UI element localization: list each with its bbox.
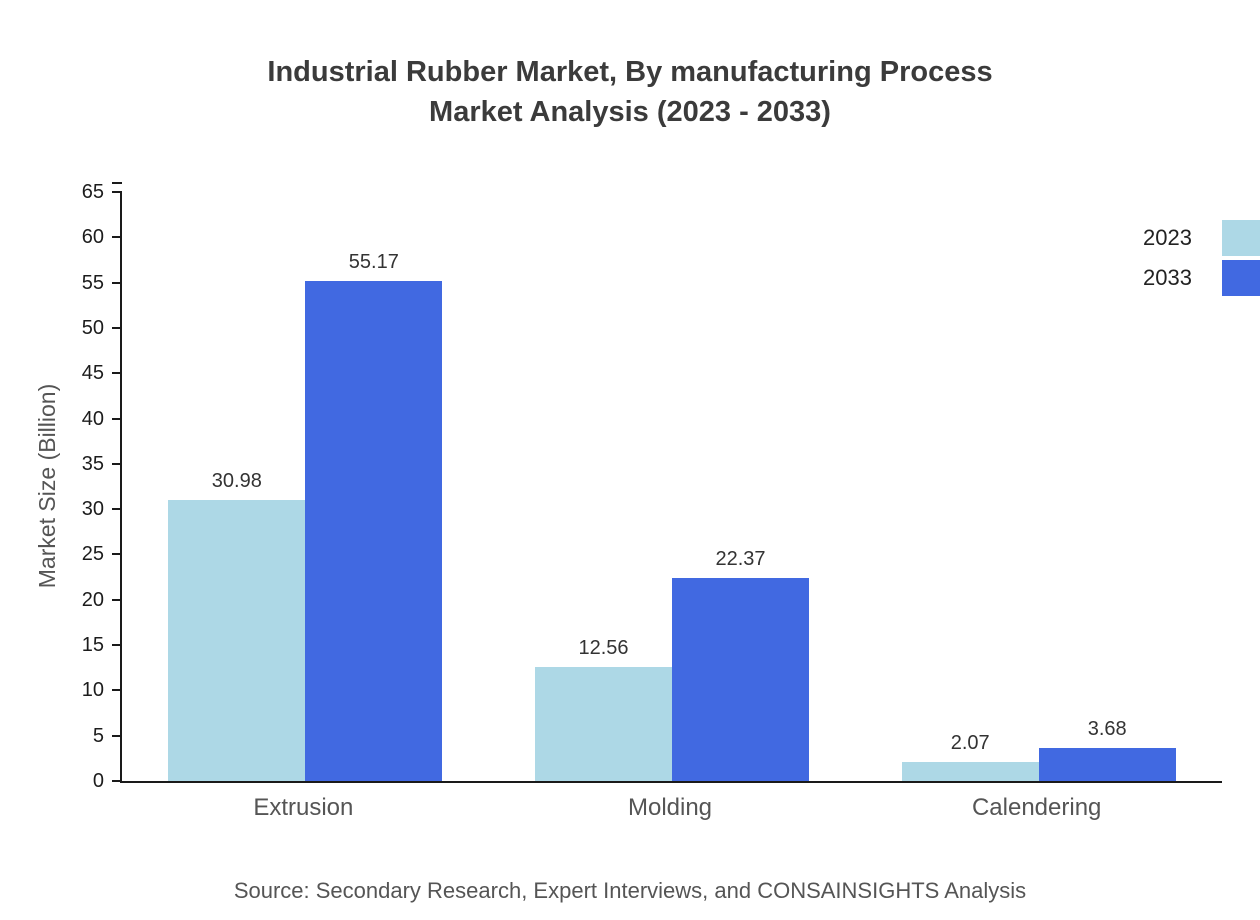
y-tick-label: 50 (81, 316, 104, 339)
y-tick-mark (112, 553, 122, 556)
y-tick-mark (112, 508, 122, 511)
x-axis-labels: Extrusion Molding Calendering (120, 794, 1220, 822)
legend-swatch-2023 (1222, 220, 1260, 256)
y-tick-label: 60 (81, 226, 104, 249)
bar-group-calendering: 2.07 3.68 (855, 192, 1222, 781)
bar-2033-extrusion: 55.17 (305, 251, 443, 781)
bar-value-label: 30.98 (211, 470, 262, 493)
y-tick-label: 10 (81, 679, 104, 702)
y-tick-mark (112, 462, 122, 465)
y-tick-label: 0 (92, 770, 104, 792)
y-tick-label: 40 (81, 407, 104, 430)
y-tick-label: 25 (81, 543, 104, 566)
bar-value-label: 2.07 (950, 732, 990, 755)
bar-value-label: 3.68 (1087, 717, 1127, 740)
y-tick-mark (112, 236, 122, 239)
y-tick-mark (112, 372, 122, 375)
y-tick-label: 35 (81, 452, 104, 475)
y-tick-mark (112, 191, 122, 193)
bar-2023-calendering: 2.07 (901, 732, 1039, 781)
y-tick-label: 65 (81, 181, 104, 203)
y-tick-label: 20 (81, 588, 104, 611)
legend-row-2023: 2023 (1143, 218, 1260, 258)
y-tick-mark (112, 734, 122, 737)
y-tick-mark (112, 281, 122, 284)
x-category-label-molding: Molding (627, 794, 713, 821)
x-category-label-extrusion: Extrusion (253, 794, 354, 821)
bar-value-label: 55.17 (348, 251, 399, 274)
y-tick-label: 55 (81, 271, 104, 294)
y-tick-mark (112, 780, 122, 782)
bar-2023-extrusion: 30.98 (168, 470, 306, 781)
legend-row-2033: 2033 (1143, 258, 1260, 298)
y-tick-mark (112, 689, 122, 692)
bar-group-molding: 12.56 22.37 (489, 192, 856, 781)
y-axis-title: Market Size (Billion) (34, 383, 60, 589)
bar-value-label: 12.56 (578, 637, 629, 660)
y-tick-mark (112, 644, 122, 647)
bar-groups: 30.98 55.17 12.56 22.37 2.07 3.68 (122, 192, 1222, 781)
chart-title-line1: Industrial Rubber Market, By manufacturi… (267, 56, 993, 88)
y-tick-label: 15 (81, 634, 104, 657)
plot-area: 30.98 55.17 12.56 22.37 2.07 3.68 0 5 10 15 20 25 3… (82, 182, 1222, 791)
bar-group-extrusion: 30.98 55.17 (122, 192, 489, 781)
bar-2033-molding: 22.37 (672, 548, 809, 781)
bar-2023-molding: 12.56 (535, 637, 672, 781)
y-tick-label: 5 (92, 724, 104, 747)
x-category-label-calendering: Calendering (971, 794, 1102, 821)
bar-value-label: 22.37 (715, 548, 766, 571)
legend-label-2023: 2023 (1143, 225, 1192, 250)
y-tick-label: 45 (81, 362, 104, 385)
source-note: Source: Secondary Research, Expert Inter… (233, 878, 1027, 903)
legend-swatch-2033 (1222, 260, 1260, 296)
chart-title: Industrial Rubber Market, By manufacturi… (0, 52, 1260, 132)
bar-2033-calendering: 3.68 (1038, 718, 1176, 781)
chart-title-line2: Market Analysis (2023 - 2033) (429, 96, 831, 128)
y-tick-label: 30 (81, 498, 104, 521)
y-tick-mark (112, 417, 122, 420)
legend-label-2033: 2033 (1143, 265, 1192, 290)
y-tick-mark (112, 326, 122, 329)
legend: 2023 2033 (1143, 218, 1260, 298)
y-tick-mark (112, 598, 122, 601)
